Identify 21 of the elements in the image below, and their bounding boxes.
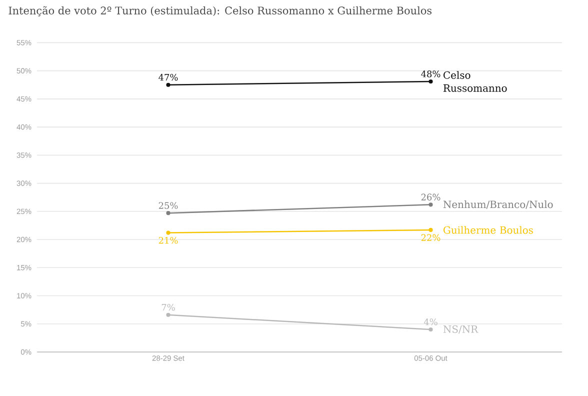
data-label: 7% [162, 304, 175, 311]
series-label: Celso Russomanno [444, 71, 507, 92]
point [166, 230, 170, 235]
point [166, 312, 170, 317]
series-label: Nenhum/Branco/Nulo [443, 200, 553, 209]
point [428, 202, 433, 207]
chart-title: Intenção de voto 2º Turno (estimulada): Celso Russomanno x Guilherme Boulos [8, 6, 432, 16]
data-label: 25% [158, 202, 178, 209]
series-label: NS/NR [443, 325, 478, 334]
point [428, 327, 433, 332]
data-label: 22% [421, 234, 440, 241]
data-label: 48% [421, 70, 440, 78]
data-label: 47% [158, 74, 178, 81]
point [428, 228, 433, 232]
data-label: 4% [424, 318, 438, 326]
data-label: 26% [421, 194, 440, 200]
point [166, 211, 170, 216]
series-label: Guilherme Boulos [444, 226, 533, 234]
data-label: 21% [158, 236, 178, 244]
point [166, 82, 170, 87]
point [428, 79, 433, 84]
